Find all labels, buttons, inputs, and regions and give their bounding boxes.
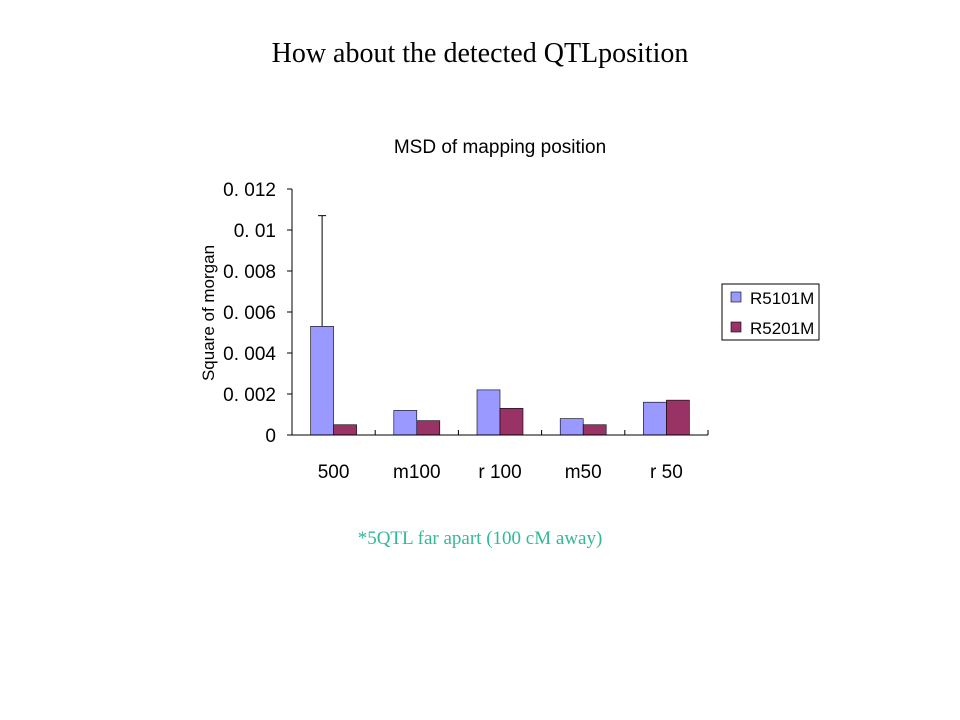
x-tick-label: r 100 (478, 462, 521, 483)
y-axis-label: Square of morgan (199, 245, 218, 381)
legend-label: R5201M (750, 319, 814, 338)
legend-swatch (730, 291, 742, 303)
legend-swatch (730, 321, 742, 333)
y-tick-label: 0. 006 (223, 303, 276, 324)
legend-label: R5101M (750, 289, 814, 308)
bars (310, 326, 690, 436)
y-tick-label: 0. 002 (223, 385, 276, 406)
bar-R5101M-r50 (643, 401, 667, 436)
bar-R5101M-m100 (393, 410, 418, 436)
bar-R5201M-r100 (499, 408, 524, 436)
bar-R5201M-m50 (582, 424, 607, 436)
y-tick-label: 0. 01 (234, 221, 276, 242)
x-tick-label: m50 (565, 462, 602, 483)
slide-title: How about the detected QTLposition (271, 38, 689, 69)
error-bars (318, 215, 327, 327)
y-tick-label: 0. 012 (223, 180, 276, 201)
x-axis-ticks: 500 m100 r 100 m50 r 50 (318, 430, 709, 483)
bar-R5201M-r50 (666, 399, 690, 436)
footnote: *5QTL far apart (100 cM away) (357, 528, 603, 549)
y-tick-label: 0 (265, 426, 276, 447)
x-tick-label: 500 (318, 462, 350, 483)
bar-R5101M-r100 (476, 389, 501, 436)
chart-title: MSD of mapping position (394, 137, 606, 158)
y-axis-ticks: 0 0. 002 0. 004 0. 006 0. 008 0. 01 0. 012 (223, 180, 292, 447)
bar-R5201M-m100 (416, 420, 441, 436)
y-tick-label: 0. 008 (223, 262, 276, 283)
bar-R5101M-m50 (559, 418, 584, 436)
bar-R5101M-500 (310, 326, 334, 436)
y-tick-label: 0. 004 (223, 344, 276, 365)
x-tick-label: r 50 (650, 462, 683, 483)
legend: R5101M R5201M (721, 283, 820, 341)
bar-R5201M-500 (333, 424, 357, 436)
x-tick-label: m100 (393, 462, 441, 483)
